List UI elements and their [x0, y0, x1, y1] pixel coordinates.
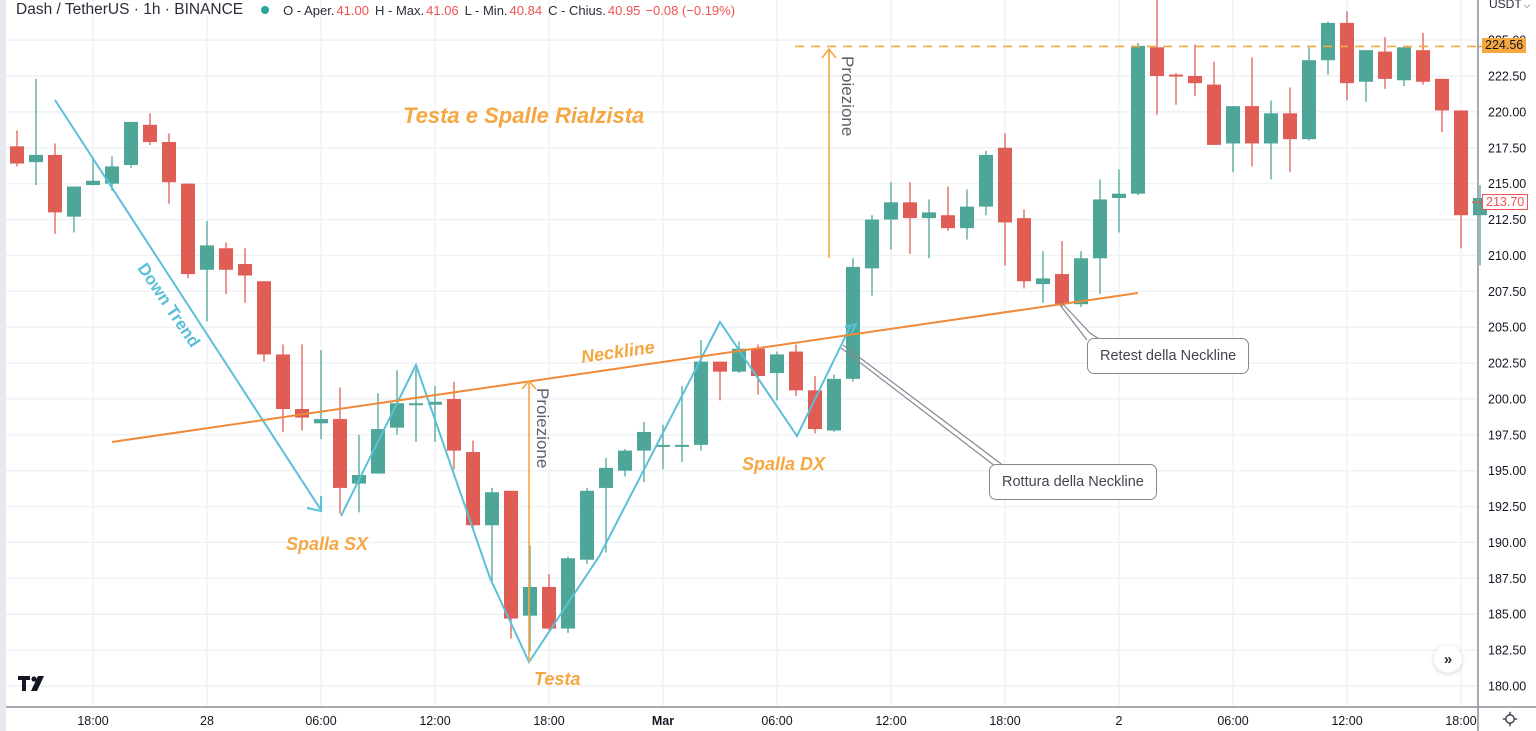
- price-tick-label: 205.00: [1488, 321, 1526, 335]
- market-status-dot: [261, 6, 270, 14]
- candles: [10, 0, 1487, 652]
- price-tick-label: 212.50: [1488, 213, 1526, 227]
- price-tick-label: 222.50: [1488, 70, 1526, 84]
- open-label: O - Aper.: [283, 2, 335, 18]
- time-tick-label: 12:00: [875, 714, 906, 728]
- time-tick-label: 06:00: [1217, 714, 1248, 728]
- time-tick-label: 28: [200, 714, 214, 728]
- time-tick-label: 06:00: [761, 714, 792, 728]
- chart-settings-button[interactable]: [1502, 711, 1518, 731]
- time-tick-label: Mar: [652, 714, 674, 728]
- change-value: −0.08 (−0.19%): [645, 2, 736, 18]
- symbol-legend: Dash / TetherUS · 1h · BINANCE O - Aper.…: [16, 1, 735, 19]
- close-label: C - Chius.: [548, 2, 606, 18]
- price-tick-label: 197.50: [1488, 428, 1526, 442]
- chevron-down-icon: ⌵: [1523, 0, 1531, 10]
- currency-label: USDT: [1489, 0, 1522, 11]
- price-tick-label: 207.50: [1488, 285, 1526, 299]
- currency-selector[interactable]: USDT ⌵: [1489, 0, 1531, 11]
- axes: 225.00222.50220.00217.50215.00212.50210.…: [6, 0, 1536, 731]
- time-tick-label: 06:00: [305, 714, 336, 728]
- price-tick-label: 195.00: [1488, 464, 1526, 478]
- head-label: Testa: [534, 669, 580, 689]
- last-price-badge: 213.70: [1482, 194, 1529, 210]
- tradingview-logo[interactable]: [18, 676, 50, 697]
- target-price-badge: 224.56: [1482, 38, 1527, 53]
- right-shoulder-label: Spalla DX: [742, 454, 826, 474]
- pattern-title: Testa e Spalle Rialzista: [403, 103, 644, 128]
- projection-label-2: Proiezione: [838, 56, 857, 136]
- gear-icon: [1502, 711, 1518, 727]
- price-tick-label: 180.00: [1488, 680, 1526, 694]
- price-tick-label: 210.00: [1488, 249, 1526, 263]
- price-tick-label: 187.50: [1488, 572, 1526, 586]
- time-tick-label: 12:00: [419, 714, 450, 728]
- price-tick-label: 220.00: [1488, 105, 1526, 119]
- double-chevron-right-icon: »: [1443, 650, 1453, 668]
- price-tick-label: 185.00: [1488, 608, 1526, 622]
- left-shoulder-label: Spalla SX: [286, 534, 369, 554]
- time-tick-label: 18:00: [1445, 714, 1476, 728]
- price-tick-label: 190.00: [1488, 536, 1526, 550]
- projection-label-1: Proiezione: [533, 388, 552, 468]
- left-toolbar-edge: [0, 0, 6, 731]
- open-value: 41.00: [336, 2, 369, 18]
- price-tick-label: 202.50: [1488, 357, 1526, 371]
- callout-break[interactable]: Rottura della Neckline: [989, 464, 1157, 500]
- high-value: 41.06: [426, 2, 459, 18]
- price-tick-label: 192.50: [1488, 500, 1526, 514]
- time-tick-label: 18:00: [77, 714, 108, 728]
- price-tick-label: 215.00: [1488, 177, 1526, 191]
- price-tick-label: 200.00: [1488, 392, 1526, 406]
- scroll-to-realtime-button[interactable]: »: [1434, 645, 1462, 673]
- time-tick-label: 18:00: [533, 714, 564, 728]
- low-label: L - Min.: [464, 2, 508, 18]
- time-tick-label: 18:00: [989, 714, 1020, 728]
- price-tick-label: 182.50: [1488, 644, 1526, 658]
- time-tick-label: 12:00: [1331, 714, 1362, 728]
- price-tick-label: 217.50: [1488, 141, 1526, 155]
- symbol-title[interactable]: Dash / TetherUS · 1h · BINANCE: [16, 1, 244, 18]
- low-value: 40.84: [509, 2, 543, 18]
- callout-retest[interactable]: Retest della Neckline: [1087, 338, 1250, 374]
- time-tick-label: 2: [1116, 714, 1123, 728]
- high-label: H - Max.: [375, 2, 425, 18]
- close-value: 40.95: [607, 2, 641, 18]
